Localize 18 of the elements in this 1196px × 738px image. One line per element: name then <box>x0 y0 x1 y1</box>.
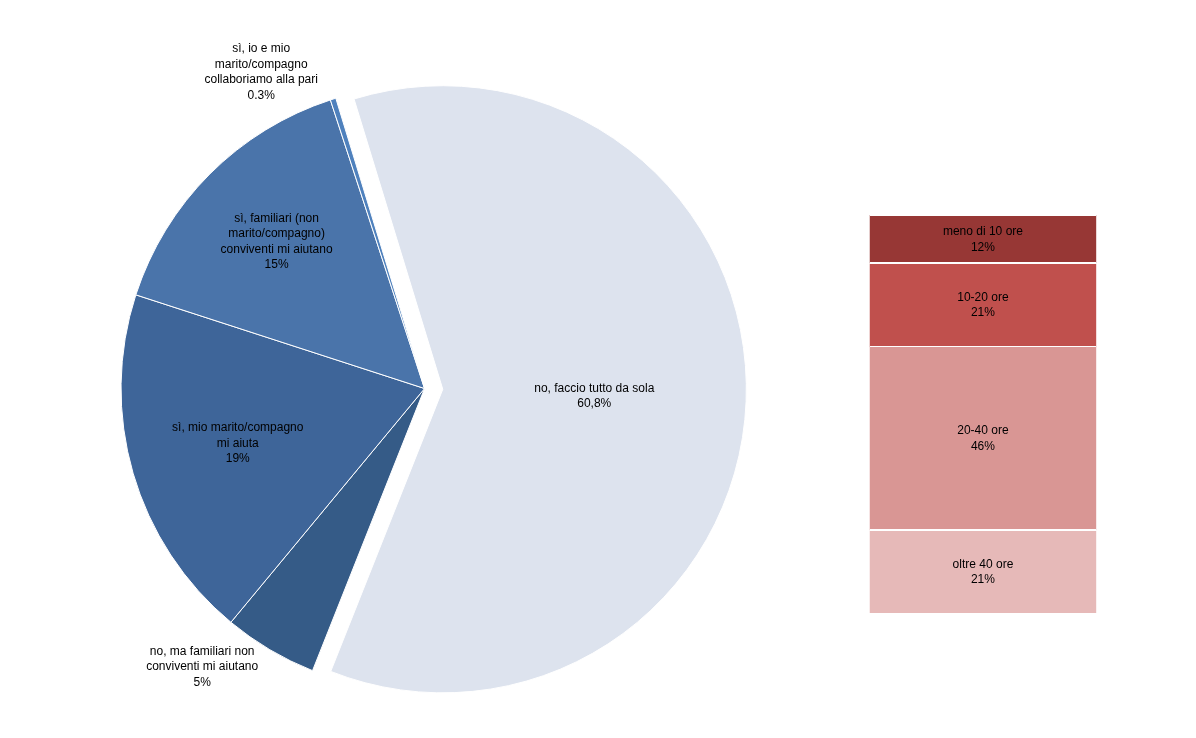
data-label: 12% <box>970 239 996 254</box>
series-label: 20-40 ore <box>957 423 1009 438</box>
slice-label: sì, familiari (non marito/compagno) conviventi mi aiutano <box>220 210 333 256</box>
data-label: 21% <box>970 572 996 587</box>
data-label: 0.3% <box>247 87 276 102</box>
slice-label: sì, mio marito/compagno mi aiuta <box>172 420 304 450</box>
data-label: 60,8% <box>577 396 612 411</box>
slice-label: no, faccio tutto da sola <box>534 380 655 395</box>
data-label: 15% <box>264 257 289 272</box>
series-label: 10-20 ore <box>957 289 1009 304</box>
slice-label: sì, io e mio marito/compagno collaboriamo alla pari <box>204 41 318 87</box>
data-label: 19% <box>225 451 251 466</box>
series-label: meno di 10 ore <box>942 224 1024 239</box>
data-label: 46% <box>970 438 996 453</box>
series-label: oltre 40 ore <box>952 556 1014 571</box>
data-label: 21% <box>970 305 996 320</box>
slice-label: no, ma familiari non conviventi mi aiutano <box>146 643 259 674</box>
data-label: 5% <box>193 675 212 690</box>
